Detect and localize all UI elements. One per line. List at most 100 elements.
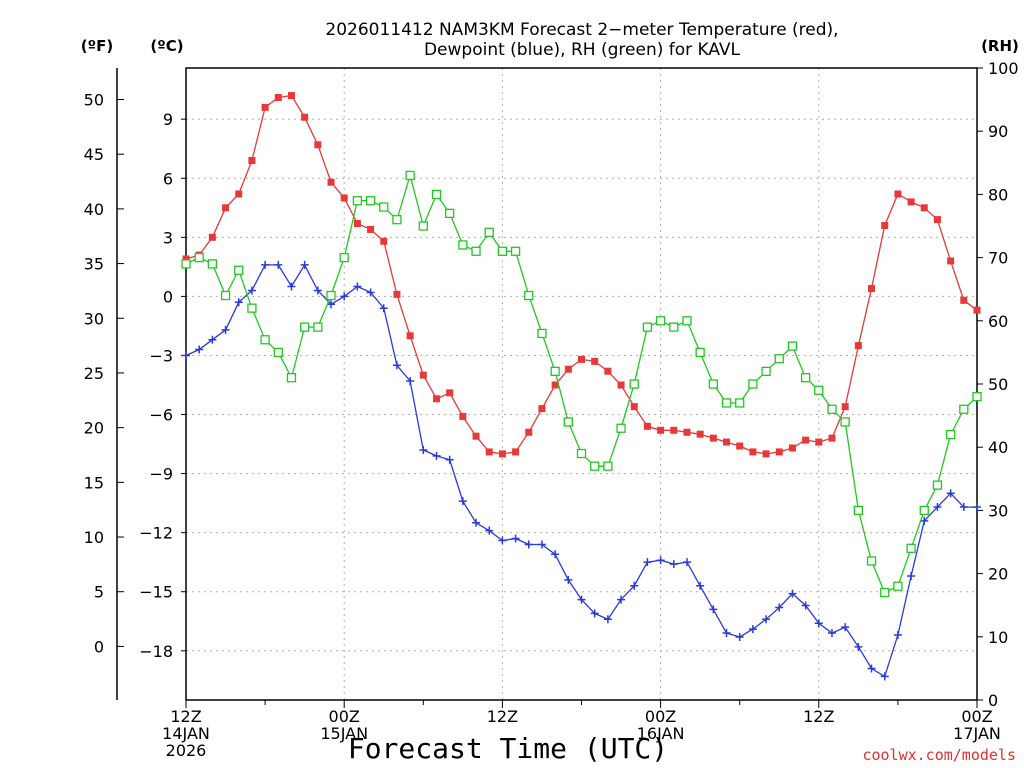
relative-humidity-point [484, 227, 494, 237]
rh-tick-label: 30 [988, 501, 1008, 520]
x-tick-label: 00Z [961, 707, 992, 726]
2-meter-temperature-point [802, 436, 810, 444]
fahrenheit-tick-label: 35 [84, 255, 104, 274]
relative-humidity-point [682, 316, 692, 326]
2-meter-temperature-point [775, 448, 783, 456]
2-meter-temperature-point [578, 355, 585, 363]
relative-humidity-point [919, 505, 929, 516]
fahrenheit-tick-label: 0 [94, 637, 104, 656]
dewpoint-point [775, 603, 784, 612]
celsius-unit-label: (ºC) [150, 37, 183, 55]
relative-humidity-point [616, 423, 626, 433]
relative-humidity-point [418, 221, 428, 231]
relative-humidity-point [550, 366, 560, 377]
2-meter-temperature-point [182, 255, 190, 263]
rh-tick-label: 80 [988, 185, 1008, 204]
2-meter-temperature-point [683, 428, 691, 436]
dewpoint-point [458, 497, 467, 506]
fahrenheit-tick-label: 30 [84, 309, 104, 328]
2-meter-temperature-point [933, 216, 941, 224]
rh-tick-label: 70 [988, 249, 1008, 268]
2-meter-temperature-point [261, 103, 269, 111]
x-tick-label: 12Z [170, 707, 201, 726]
dewpoint-point [195, 345, 204, 354]
x-tick-label: 00Z [329, 707, 360, 726]
dewpoint-point [920, 516, 929, 525]
2-meter-temperature-point [498, 450, 506, 458]
dewpoint-point [182, 351, 190, 360]
dewpoint-point [762, 615, 771, 624]
dewpoint-point [379, 304, 388, 313]
2-meter-temperature-point [947, 257, 955, 265]
2-meter-temperature-point [380, 237, 388, 245]
2-meter-temperature-point [881, 222, 889, 230]
relative-humidity-point [537, 328, 547, 339]
fahrenheit-tick-label: 25 [84, 364, 104, 383]
dewpoint-point [327, 300, 336, 309]
celsius-tick-label: −6 [149, 406, 173, 425]
dewpoint-point [643, 558, 652, 567]
dewpoint-point [841, 623, 850, 632]
fahrenheit-tick-label: 10 [84, 528, 104, 547]
2-meter-temperature-point [973, 306, 981, 314]
relative-humidity-point [471, 246, 481, 256]
relative-humidity-point [576, 448, 587, 459]
2-meter-temperature-point [301, 113, 309, 121]
relative-humidity-point [708, 379, 718, 389]
2-meter-temperature-point [393, 290, 401, 298]
dewpoint-point [959, 503, 968, 512]
2-meter-temperature-point [749, 448, 757, 456]
x-tick-label: 12Z [487, 707, 518, 726]
relative-humidity-point [458, 240, 468, 250]
relative-humidity-point [880, 587, 890, 598]
relative-humidity-point [431, 189, 442, 200]
2-meter-temperature-point [960, 296, 968, 304]
relative-humidity-point [800, 373, 811, 383]
dewpoint-point [973, 503, 981, 512]
x-tick-label: 17JAN [953, 724, 1001, 743]
relative-humidity-point [339, 252, 349, 263]
relative-humidity-point [629, 379, 639, 389]
relative-humidity-point [932, 480, 943, 490]
x-tick-label: 15JAN [320, 724, 368, 743]
relative-humidity-point [524, 290, 534, 301]
fahrenheit-tick-label: 5 [94, 583, 104, 602]
2-meter-temperature-point [327, 178, 335, 186]
relative-humidity-point [365, 196, 376, 206]
x-tick-label: 16JAN [637, 724, 685, 743]
dewpoint-point [524, 540, 533, 549]
2-meter-temperature-point [841, 403, 849, 411]
dewpoint-point [577, 595, 586, 604]
chart-title-line2: Dewpoint (blue), RH (green) for KAVL [424, 40, 741, 60]
dewpoint-point [933, 503, 942, 512]
relative-humidity-point [721, 398, 732, 408]
2-meter-temperature-point [208, 233, 216, 241]
fahrenheit-tick-label: 15 [84, 473, 104, 492]
2-meter-temperature-point [604, 367, 612, 375]
dewpoint-point [313, 286, 322, 295]
relative-humidity-point [352, 196, 363, 206]
relative-humidity-point [603, 461, 613, 471]
fahrenheit-tick-label: 45 [84, 145, 104, 164]
relative-humidity-point [853, 505, 863, 516]
celsius-tick-label: 9 [163, 110, 173, 129]
dewpoint-point [893, 631, 902, 640]
dewpoint-point [617, 595, 626, 604]
relative-humidity-point [181, 259, 191, 269]
2-meter-temperature-point [314, 141, 322, 149]
dewpoint-point [221, 325, 230, 334]
2-meter-temperature-point [736, 442, 744, 450]
relative-humidity-point [945, 429, 956, 440]
plot-frame [185, 67, 978, 701]
dewpoint-point [603, 615, 612, 624]
2-meter-temperature-point [538, 405, 546, 413]
relative-humidity-point [695, 347, 705, 358]
dewpoint-point [300, 260, 309, 269]
relative-humidity-point [959, 404, 969, 414]
relative-humidity-point [286, 373, 297, 383]
dewpoint-point [353, 282, 362, 291]
relative-humidity-point [379, 202, 389, 212]
2-meter-temperature-point [287, 92, 295, 100]
relative-humidity-point [642, 322, 653, 332]
rh-tick-label: 0 [988, 691, 998, 710]
